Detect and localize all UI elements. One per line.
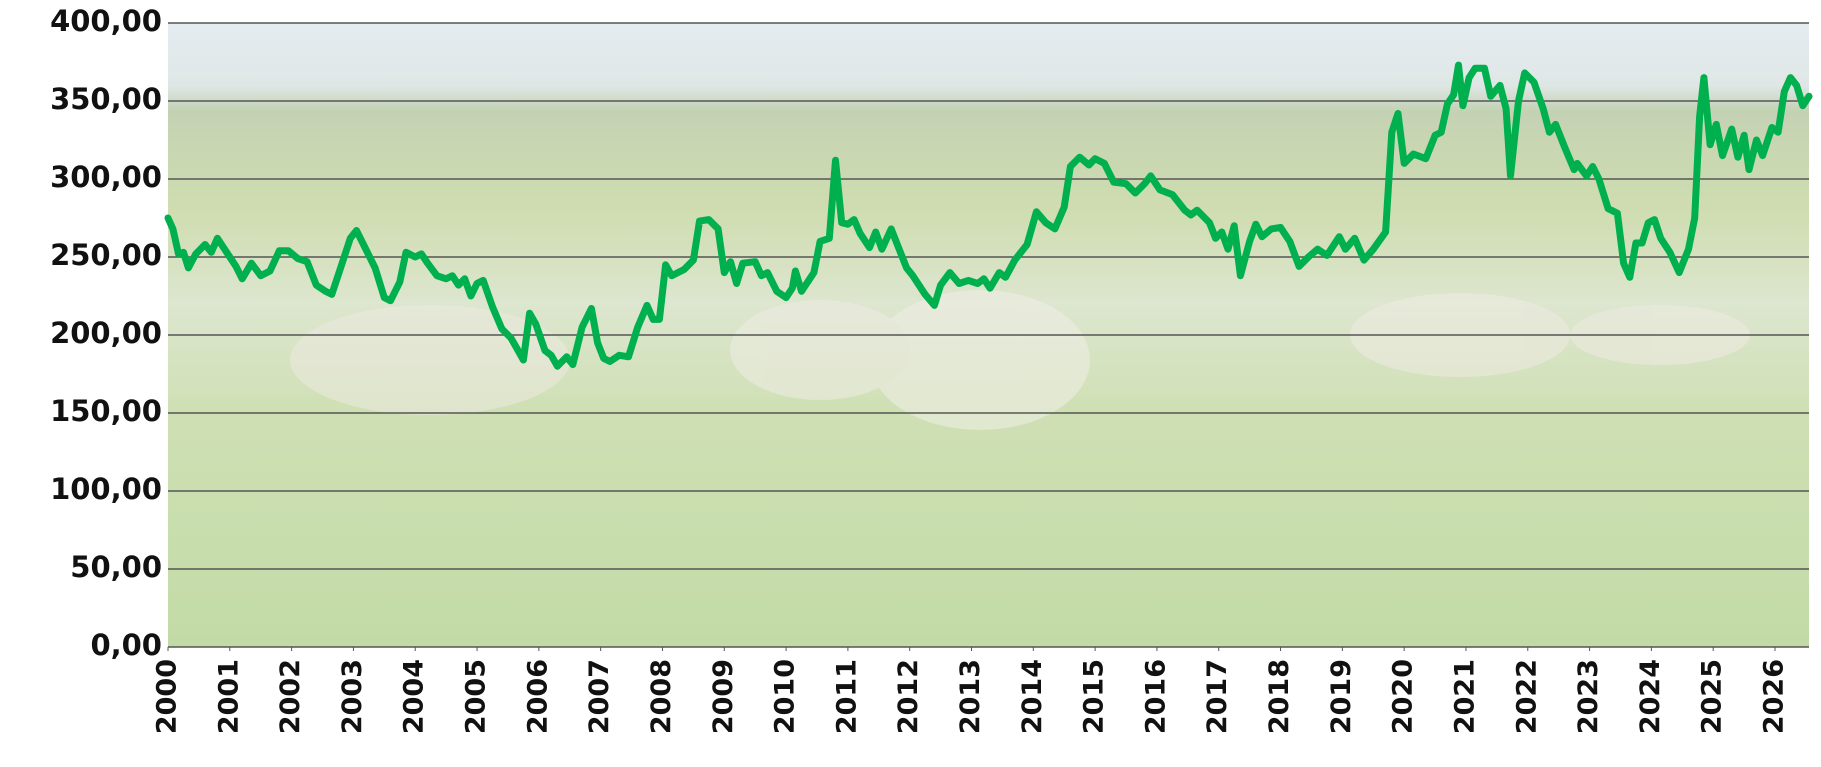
x-tick-label: 2011 [831, 659, 862, 734]
x-tick-label: 2007 [584, 659, 615, 734]
x-tick-label: 2001 [213, 659, 244, 734]
x-tick-label: 2008 [646, 659, 677, 734]
x-tick-label: 2023 [1573, 659, 1604, 734]
x-tick-label: 2016 [1140, 659, 1171, 734]
x-tick-label: 2015 [1079, 659, 1110, 734]
y-tick-label: 100,00 [50, 472, 162, 506]
chart: 0,00 50,00 100,00 150,00 200,00 250,00 300,00 3… [0, 0, 1821, 763]
y-tick-label: 400,00 [50, 4, 162, 38]
x-tick-label: 2013 [955, 659, 986, 734]
y-tick-label: 350,00 [50, 82, 162, 116]
x-tick-label: 2026 [1759, 659, 1790, 734]
x-tick-label: 2019 [1326, 659, 1357, 734]
x-tick-label: 2005 [461, 659, 492, 734]
x-tick-label: 2009 [708, 659, 739, 734]
x-tick-label: 2004 [399, 659, 430, 734]
x-tick-label: 2010 [770, 659, 801, 734]
x-tick-label: 2022 [1511, 659, 1542, 734]
x-tick-label: 2006 [522, 659, 553, 734]
x-tick-label: 2014 [1017, 659, 1048, 734]
x-tick-label: 2012 [893, 659, 924, 734]
x-tick-label: 2003 [337, 659, 368, 734]
y-tick-label: 250,00 [50, 238, 162, 272]
y-tick-label: 50,00 [70, 550, 162, 584]
x-tick-label: 2020 [1388, 659, 1419, 734]
y-tick-label: 200,00 [50, 316, 162, 350]
y-tick-label: 0,00 [90, 628, 162, 662]
page: {"chart_data": {"type": "line", "x": [20… [0, 0, 1821, 763]
y-tick-label: 300,00 [50, 160, 162, 194]
x-tick-label: 2021 [1449, 659, 1480, 734]
x-tick-label: 2002 [275, 659, 306, 734]
x-tick-label: 2017 [1202, 659, 1233, 734]
x-tick-label: 2018 [1264, 659, 1295, 734]
x-tick-label: 2024 [1635, 659, 1666, 734]
x-tick-label: 2000 [152, 659, 183, 734]
y-tick-label: 150,00 [50, 394, 162, 428]
x-tick-label: 2025 [1697, 659, 1728, 734]
